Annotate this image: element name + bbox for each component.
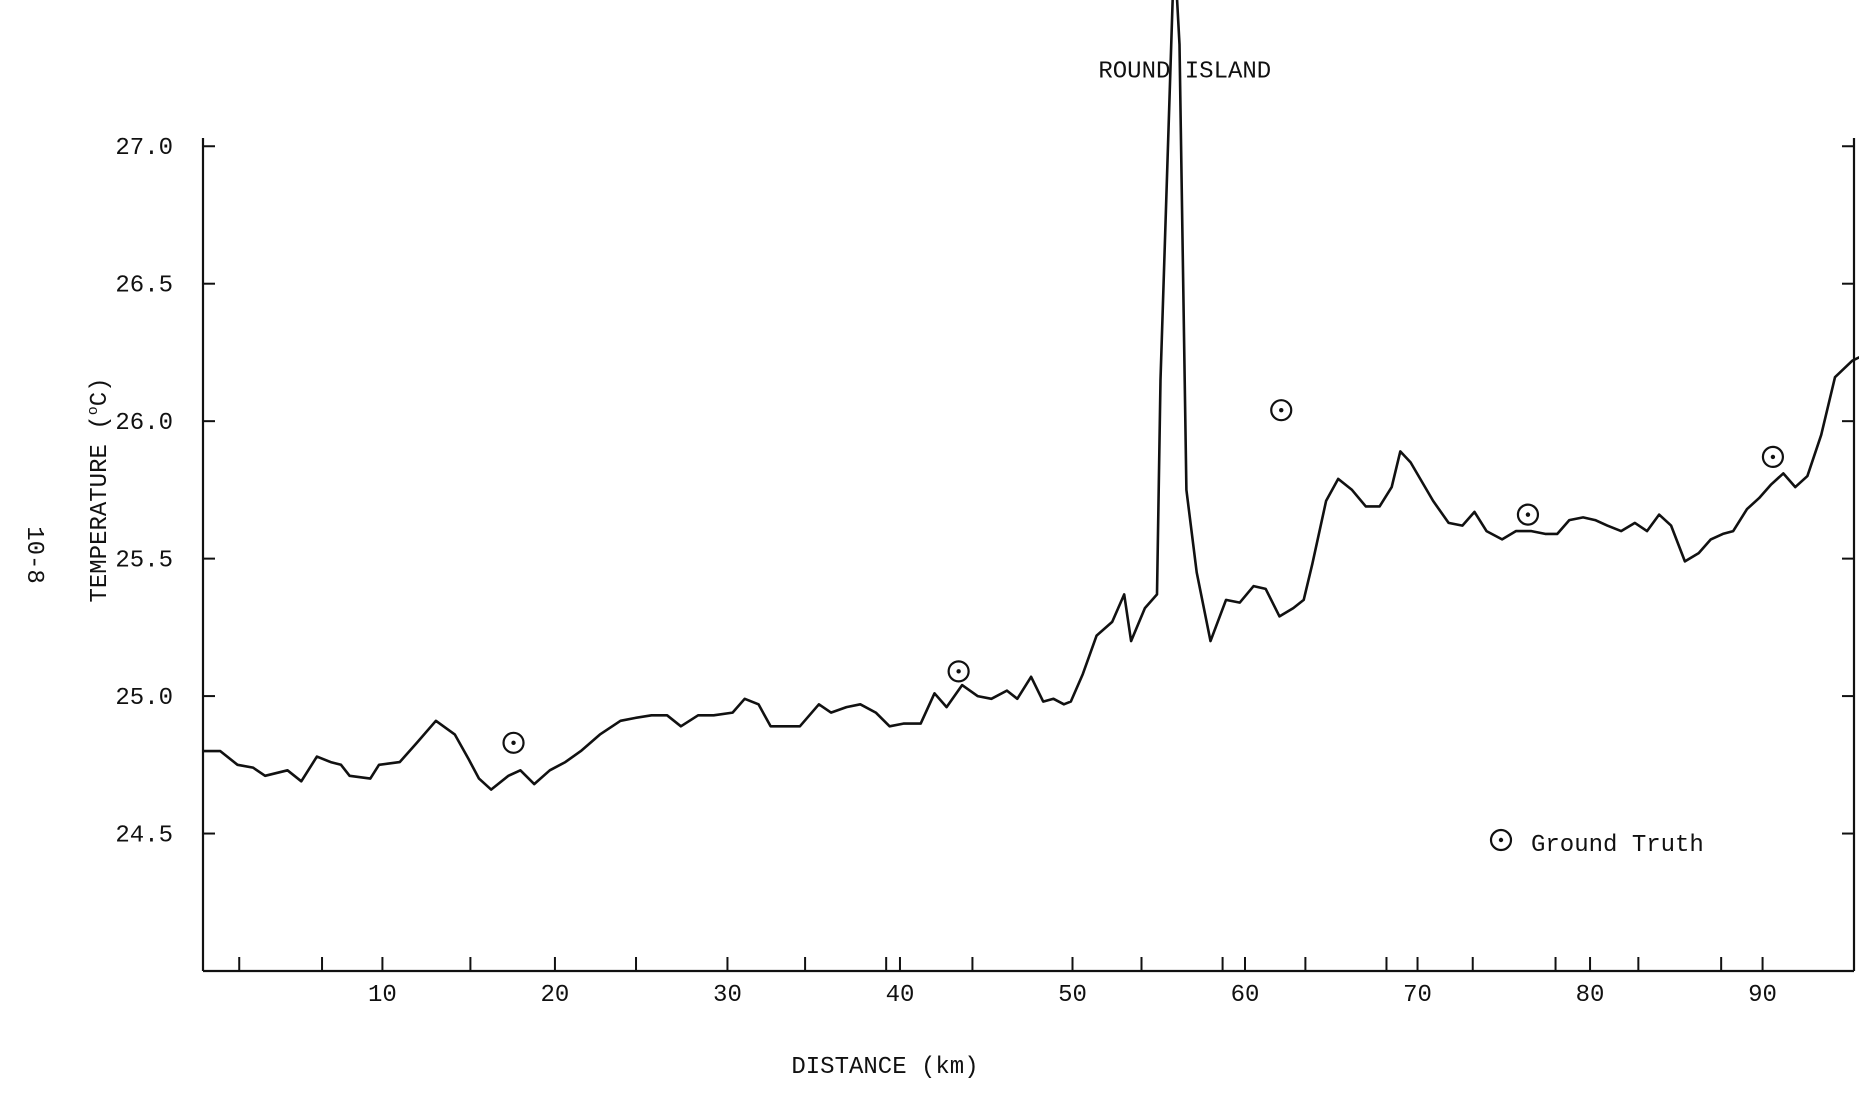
x-tick-label: 70	[1403, 982, 1432, 1009]
x-tick-label: 60	[1231, 982, 1260, 1009]
x-tick-label: 90	[1748, 982, 1777, 1009]
y-axis-label-suffix: C)	[87, 377, 114, 406]
y-axis-label-prefix: TEMPERATURE (	[87, 415, 114, 602]
ground-truth-point-center	[956, 669, 961, 674]
axes	[201, 138, 1856, 973]
legend-ground-truth-label: Ground Truth	[1531, 832, 1704, 859]
ground-truth-point-center	[1525, 512, 1531, 517]
ground-truth-point	[502, 731, 525, 754]
legend-ground-truth-dot	[1498, 837, 1504, 843]
ticks: 24.5 25.0 25.5 26.0 26.5 27.0 10 20 30 40 50 60 70 80…	[115, 135, 1855, 1009]
x-tick-label: 50	[1058, 982, 1087, 1009]
y-tick-label: 25.5	[115, 548, 173, 575]
y-axis-label: TEMPERATURE (oC)	[85, 377, 114, 602]
temperature-line	[203, 0, 1859, 791]
legend-ground-truth-marker	[1489, 828, 1513, 852]
legend: Ground Truth	[1489, 828, 1704, 859]
ground-truth-point	[947, 660, 970, 683]
page-number: 10-8	[20, 526, 47, 584]
y-tick-label: 26.0	[115, 410, 173, 437]
y-tick-label: 24.5	[115, 823, 173, 850]
y-tick-label: 26.5	[115, 273, 173, 300]
y-tick-label: 27.0	[115, 135, 173, 162]
series-layer	[203, 0, 1859, 791]
x-axis-label: DISTANCE (km)	[791, 1054, 978, 1081]
y-tick-label: 25.0	[115, 685, 173, 712]
x-tick-label: 30	[713, 982, 742, 1009]
x-tick-label: 40	[886, 982, 915, 1009]
ground-truth-point	[1761, 445, 1785, 469]
ground-truth-markers	[502, 399, 1785, 754]
x-tick-label: 80	[1576, 982, 1605, 1009]
ground-truth-point-center	[1279, 407, 1284, 413]
round-island-annotation: ROUND ISLAND	[1098, 59, 1271, 86]
ground-truth-point	[1516, 503, 1540, 526]
ground-truth-point-center	[1770, 454, 1776, 460]
x-tick-label: 20	[541, 982, 570, 1009]
ground-truth-point-center	[511, 740, 516, 746]
ground-truth-point	[1270, 399, 1293, 422]
x-tick-label: 10	[368, 982, 397, 1009]
y-axis-label-degree: o	[85, 406, 102, 415]
